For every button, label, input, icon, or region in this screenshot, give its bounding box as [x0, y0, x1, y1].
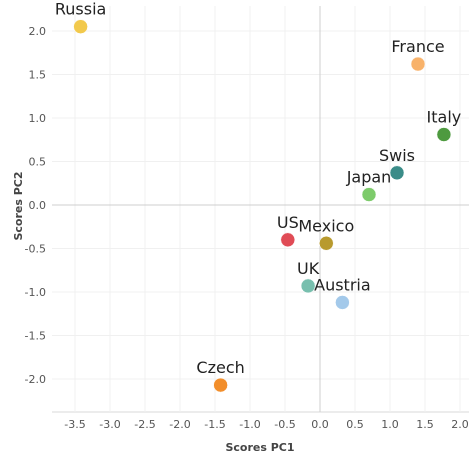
point-label-russia: Russia: [55, 0, 106, 19]
y-tick-labels: 2.0 1.5 1.0 0.5 0.0 -0.5 -1.0 -1.5 -2.0: [25, 25, 46, 386]
point-label-us: US: [277, 213, 299, 232]
y-tick-label: -1.5: [25, 330, 46, 343]
zero-lines: [52, 6, 469, 412]
y-axis-title: Scores PC2: [12, 171, 25, 240]
x-tick-label: -0.5: [274, 418, 295, 431]
data-point-france: [410, 56, 426, 72]
point-label-czech: Czech: [196, 358, 244, 377]
data-point-austria: [335, 295, 350, 310]
y-tick-label: 2.0: [29, 25, 47, 38]
y-tick-label: -1.0: [25, 286, 46, 299]
data-point-uk: [300, 278, 316, 294]
x-tick-label: -3.5: [64, 418, 85, 431]
point-labels: Russia France Italy Swis Japan US Mexico UKAust…: [55, 0, 461, 377]
point-label-swis: Swis: [379, 146, 415, 165]
x-tick-label: 0.5: [346, 418, 364, 431]
point-label-mexico: Mexico: [298, 216, 354, 235]
point-label-japan: Japan: [346, 168, 392, 187]
point-label-uk: UK: [297, 259, 320, 278]
point-label-italy: Italy: [427, 108, 462, 127]
x-tick-label: -2.5: [134, 418, 155, 431]
data-point-russia: [73, 19, 88, 34]
data-point-czech: [213, 377, 228, 393]
data-point-us: [280, 232, 296, 248]
x-tick-label: -1.0: [239, 418, 260, 431]
x-tick-label: -2.0: [169, 418, 190, 431]
point-label-austria: Austria: [314, 275, 371, 294]
point-label-france: France: [391, 37, 444, 56]
x-tick-label: -1.5: [204, 418, 225, 431]
x-tick-label: 0.0: [311, 418, 329, 431]
y-tick-label: 0.0: [29, 199, 47, 212]
x-axis-title: Scores PC1: [225, 441, 294, 454]
data-point-japan: [361, 187, 377, 202]
data-point-swis: [389, 165, 405, 181]
data-point-mexico: [319, 236, 334, 251]
y-tick-label: 1.0: [29, 112, 47, 125]
x-tick-labels: -3.5 -3.0 -2.5 -2.0 -1.5 -1.0 -0.5 0.0 0.5 1.0 1.5…: [64, 418, 468, 431]
x-tick-label: 2.0: [451, 418, 469, 431]
data-point-italy: [436, 127, 452, 142]
data-points: [73, 19, 452, 393]
x-tick-label: 1.5: [416, 418, 434, 431]
grid-layer: [52, 6, 469, 413]
y-tick-label: -0.5: [25, 243, 46, 256]
y-tick-label: 0.5: [29, 156, 47, 169]
y-tick-label: -2.0: [25, 373, 46, 386]
y-tick-label: 1.5: [29, 69, 47, 82]
x-tick-label: 1.0: [381, 418, 399, 431]
x-tick-label: -3.0: [99, 418, 120, 431]
